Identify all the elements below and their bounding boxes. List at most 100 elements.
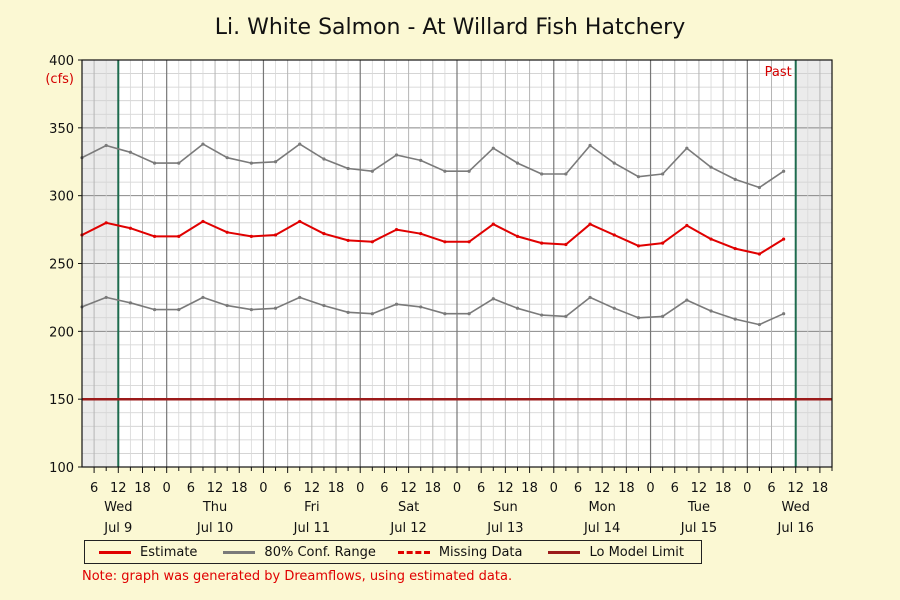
x-tick-label-hour: 12 bbox=[304, 481, 321, 496]
x-tick-label-hour: 12 bbox=[497, 481, 514, 496]
data-point bbox=[661, 241, 665, 245]
x-date-label: Jul 10 bbox=[196, 521, 233, 536]
data-point bbox=[467, 169, 471, 173]
x-day-label: Sun bbox=[493, 500, 518, 515]
series-estimate bbox=[81, 220, 785, 255]
x-tick-label-hour: 18 bbox=[328, 481, 345, 496]
legend-label-conf-range: 80% Conf. Range bbox=[264, 544, 376, 560]
data-point bbox=[322, 303, 326, 308]
data-point bbox=[443, 169, 447, 173]
legend-label-lo-model-limit: Lo Model Limit bbox=[589, 544, 684, 560]
data-point bbox=[661, 314, 665, 319]
data-point bbox=[104, 295, 108, 300]
y-tick-label: 100 bbox=[49, 461, 74, 476]
x-tick-label-hour: 6 bbox=[477, 481, 485, 496]
x-tick-label-hour: 18 bbox=[134, 481, 151, 496]
x-day-label: Wed bbox=[104, 500, 132, 515]
x-date-label: Jul 11 bbox=[293, 521, 330, 536]
x-tick-label-hour: 6 bbox=[90, 481, 98, 496]
x-day-label: Wed bbox=[782, 500, 810, 515]
x-day-label: Mon bbox=[588, 500, 615, 515]
data-point bbox=[128, 150, 132, 154]
x-tick-label-hour: 0 bbox=[646, 481, 654, 496]
data-point bbox=[104, 221, 108, 225]
x-tick-label-hour: 0 bbox=[550, 481, 558, 496]
chart-legend: Estimate 80% Conf. Range Missing Data Lo… bbox=[84, 540, 702, 564]
legend-item-missing-data: Missing Data bbox=[397, 545, 522, 560]
data-point bbox=[298, 219, 302, 224]
series-conf-lower bbox=[81, 296, 784, 326]
data-point bbox=[419, 305, 423, 309]
data-point bbox=[201, 219, 205, 224]
legend-item-conf-range: 80% Conf. Range bbox=[223, 544, 376, 560]
data-point bbox=[564, 242, 568, 247]
data-point bbox=[757, 185, 762, 190]
data-point bbox=[322, 157, 326, 161]
legend-swatch-conf-range bbox=[223, 550, 256, 554]
data-point bbox=[128, 226, 132, 230]
x-tick-label-hour: 6 bbox=[380, 481, 388, 496]
data-point bbox=[782, 237, 786, 241]
data-point bbox=[564, 172, 568, 176]
data-point bbox=[733, 177, 737, 181]
data-point bbox=[443, 240, 447, 244]
data-point bbox=[201, 142, 205, 146]
data-point bbox=[636, 316, 641, 320]
data-point bbox=[225, 230, 229, 234]
x-tick-label-hour: 12 bbox=[594, 481, 611, 496]
chart-title: Li. White Salmon - At Willard Fish Hatch… bbox=[215, 15, 685, 40]
data-point bbox=[346, 238, 350, 243]
past-label: Past bbox=[765, 65, 792, 80]
data-point bbox=[152, 308, 157, 312]
y-tick-label: 300 bbox=[49, 190, 74, 205]
data-point bbox=[249, 161, 253, 165]
data-point bbox=[709, 237, 713, 241]
data-point bbox=[515, 306, 520, 310]
x-date-label: Jul 14 bbox=[583, 521, 620, 536]
data-point bbox=[636, 244, 641, 248]
data-point bbox=[177, 234, 181, 238]
legend-swatch-lo-model-limit bbox=[548, 550, 581, 554]
legend-swatch-estimate bbox=[99, 550, 131, 554]
series-conf-upper bbox=[81, 143, 785, 189]
data-point bbox=[394, 227, 399, 232]
data-point bbox=[588, 222, 592, 226]
data-point bbox=[273, 160, 278, 164]
x-day-label: Sat bbox=[398, 500, 419, 515]
data-point bbox=[273, 233, 278, 237]
data-point bbox=[152, 234, 157, 238]
x-day-label: Tue bbox=[687, 500, 710, 515]
data-point bbox=[177, 161, 181, 165]
data-point bbox=[491, 297, 495, 301]
y-tick-label: 250 bbox=[49, 258, 74, 273]
data-point bbox=[152, 161, 157, 165]
data-point bbox=[491, 146, 495, 150]
data-point bbox=[104, 143, 108, 148]
x-tick-label-hour: 6 bbox=[187, 481, 195, 496]
data-point bbox=[225, 303, 229, 308]
data-point bbox=[298, 295, 302, 300]
data-point bbox=[225, 156, 229, 160]
data-point bbox=[467, 312, 471, 316]
data-point bbox=[588, 295, 592, 300]
x-tick-label-hour: 12 bbox=[110, 481, 127, 496]
x-tick-label-hour: 6 bbox=[284, 481, 292, 496]
footnote: Note: graph was generated by Dreamflows,… bbox=[82, 569, 513, 584]
data-point bbox=[249, 234, 253, 238]
data-point bbox=[346, 166, 350, 171]
legend-swatch-missing-data bbox=[397, 550, 430, 554]
x-tick-label-hour: 0 bbox=[259, 481, 267, 496]
data-point bbox=[249, 308, 253, 312]
x-tick-label-hour: 18 bbox=[618, 481, 635, 496]
data-point bbox=[685, 146, 689, 150]
data-point bbox=[177, 308, 181, 312]
data-point bbox=[588, 143, 592, 148]
x-tick-label-hour: 0 bbox=[453, 481, 461, 496]
x-day-label: Thu bbox=[202, 500, 227, 515]
x-date-label: Jul 12 bbox=[389, 521, 426, 536]
x-date-label: Jul 13 bbox=[486, 521, 523, 536]
x-date-label: Jul 9 bbox=[103, 521, 132, 536]
data-point bbox=[370, 169, 374, 173]
x-tick-label-hour: 12 bbox=[400, 481, 417, 496]
